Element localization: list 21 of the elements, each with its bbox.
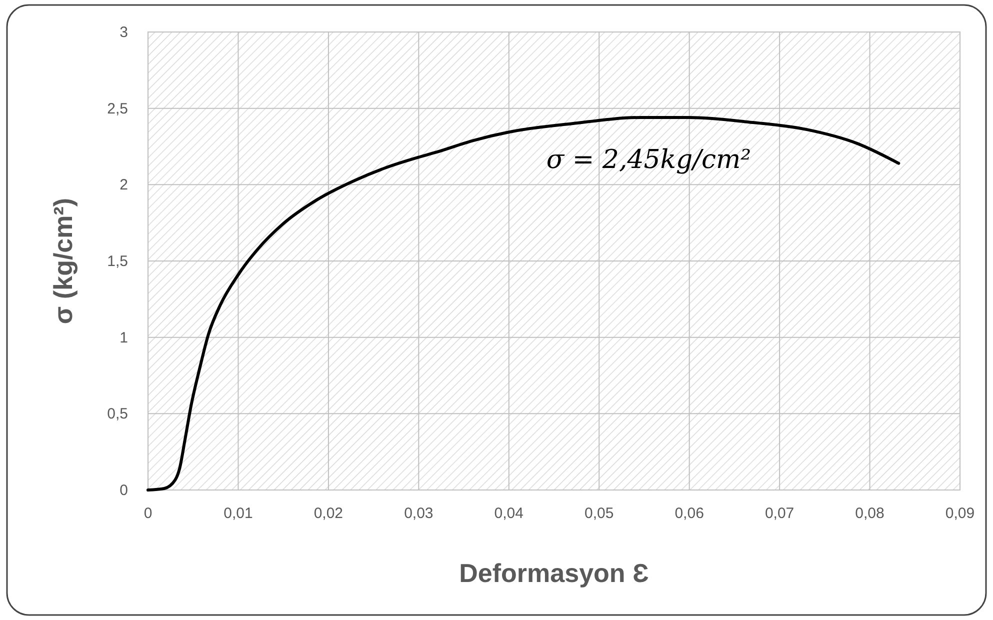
x-axis-title: Deformasyon Ɛ <box>459 558 649 588</box>
x-tick-label: 0,01 <box>224 505 253 522</box>
x-tick-label: 0,05 <box>584 505 614 522</box>
x-tick-label: 0,02 <box>314 505 344 522</box>
annotation: σ = 2,45kg/cm² <box>546 144 752 175</box>
x-tick-label: 0,03 <box>404 505 434 522</box>
line-series <box>146 116 900 492</box>
x-tick-label: 0 <box>144 505 152 522</box>
x-tick-label: 0,08 <box>855 505 884 522</box>
y-tick-label: 0,5 <box>107 406 128 423</box>
x-tick-label: 0,09 <box>945 505 975 522</box>
y-tick-label: 3 <box>120 24 128 41</box>
x-tick-label: 0,07 <box>764 505 794 522</box>
y-tick-label: 0 <box>120 482 128 499</box>
y-axis-title: σ (kg/cm²) <box>48 198 78 324</box>
y-tick-label: 2 <box>120 176 128 194</box>
x-tick-label: 0,06 <box>674 505 704 522</box>
y-tick-label: 1,5 <box>107 253 128 270</box>
y-tick-label: 1 <box>120 329 128 346</box>
x-tick-label: 0,04 <box>494 505 524 522</box>
y-tick-label: 2,5 <box>107 100 128 118</box>
